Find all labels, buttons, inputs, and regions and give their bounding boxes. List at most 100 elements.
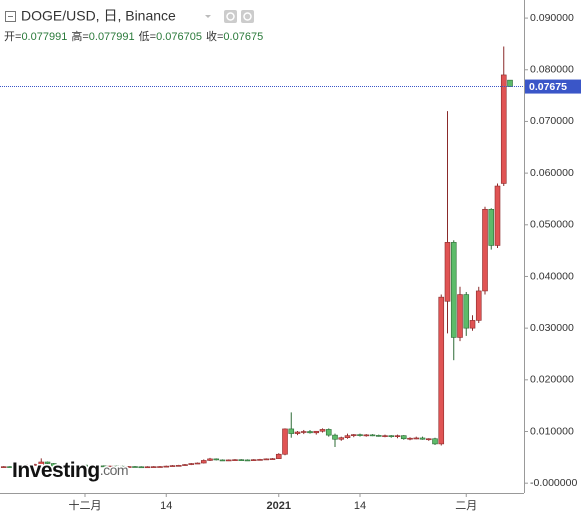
candle-body (225, 459, 232, 462)
candle-body (263, 458, 270, 461)
x-tick-label: 二月 (455, 500, 477, 512)
candle-body (507, 79, 513, 87)
candle-body (500, 74, 507, 184)
last-price-box (525, 79, 581, 94)
y-tick-label: 0.090000 (530, 12, 574, 24)
ohlc-label: 低= (139, 30, 156, 43)
x-tick-label: 14 (160, 500, 172, 512)
candle-body (457, 294, 463, 338)
candle-body (469, 320, 476, 329)
ohlc-value: 0.07675 (223, 31, 263, 43)
candle-body (319, 429, 326, 432)
candle-body (338, 437, 345, 440)
candle-body (132, 466, 138, 468)
candle-body (332, 434, 338, 440)
candle-body (488, 208, 495, 246)
refresh-icon-ring (243, 12, 252, 21)
candle-body (38, 461, 45, 465)
candle-body (450, 242, 457, 338)
candle-body (94, 465, 101, 468)
candle-body (257, 459, 263, 461)
candle-body (275, 453, 282, 459)
candle-body (119, 465, 126, 468)
candle-body (144, 466, 151, 469)
watermark-brand: Investing (12, 459, 100, 482)
candle-body (213, 458, 220, 461)
ohlc-label: 开= (4, 31, 21, 43)
candle-body (250, 459, 257, 461)
candle-body (419, 437, 426, 440)
candle-body (25, 464, 32, 466)
candle-body (69, 465, 76, 467)
candle-body (269, 458, 276, 460)
refresh-icon[interactable] (241, 10, 254, 23)
chart-title: DOGE/USD, 日, Binance (21, 8, 176, 24)
x-tick-label: 14 (354, 500, 366, 512)
candle-body (444, 242, 451, 302)
candle-body (113, 465, 120, 468)
candle-body (175, 465, 182, 467)
candle-body (44, 461, 51, 464)
candle-body (82, 464, 88, 467)
overlay: DOGE/USD, 日, Binance 开=0.077991 高=0.07799… (3, 3, 263, 483)
candle-body (344, 435, 351, 439)
last-price-label: 0.07675 (529, 81, 567, 93)
candle-body (50, 463, 57, 467)
candle-body (188, 463, 195, 465)
header-backdrop (3, 3, 235, 47)
ohlc-label: 高= (71, 29, 88, 43)
settings-icon-gear (226, 12, 235, 21)
candle-body (313, 430, 320, 434)
candle-body (32, 464, 38, 466)
watermark-suffix: .com (100, 462, 128, 478)
candle-body (294, 431, 301, 434)
candle-body (425, 438, 432, 441)
y-tick-label: 0.080000 (530, 64, 574, 76)
candle-body (494, 185, 501, 246)
y-tick-label: 0.020000 (530, 374, 574, 386)
y-tick-label: 0.040000 (530, 270, 574, 282)
candle-body (438, 296, 445, 445)
watermark: Investing.com (12, 459, 128, 482)
candle-body (207, 458, 213, 461)
candle-body (400, 435, 407, 440)
x-tick-label: 2021 (267, 500, 291, 512)
candle-body (463, 294, 470, 329)
candle-body (169, 465, 176, 467)
candle-body (75, 464, 82, 467)
candle-body (88, 465, 95, 468)
candle-body (300, 431, 307, 433)
candle-body (182, 464, 188, 466)
candle-body (100, 465, 107, 468)
y-tick-label: 0.030000 (530, 322, 574, 334)
candle-body (7, 466, 13, 468)
candle-body (125, 466, 132, 468)
candle-body (238, 459, 245, 461)
candle-body (150, 466, 157, 468)
candle-body (200, 460, 207, 464)
candle-body (138, 466, 145, 469)
plot-area (0, 46, 524, 469)
candle-body (394, 435, 401, 437)
candle-body (432, 438, 438, 445)
candle-body (0, 466, 7, 468)
candle-body (232, 459, 238, 461)
candle-body (157, 466, 163, 468)
candle-body (475, 290, 482, 321)
candle-body (219, 459, 226, 462)
y-tick-label: 0.010000 (530, 425, 574, 437)
candle-body (382, 435, 388, 437)
candle-body (244, 459, 251, 462)
candle-body (13, 465, 20, 468)
settings-icon[interactable] (224, 10, 237, 23)
candle-body (194, 462, 201, 465)
candle-body (375, 435, 382, 437)
candle-body (482, 208, 488, 292)
candle-body (163, 465, 170, 468)
dropdown-arrow[interactable] (205, 15, 211, 18)
candle-body (57, 465, 63, 468)
y-tick-label: 0.060000 (530, 167, 574, 179)
candle-body (307, 431, 313, 434)
